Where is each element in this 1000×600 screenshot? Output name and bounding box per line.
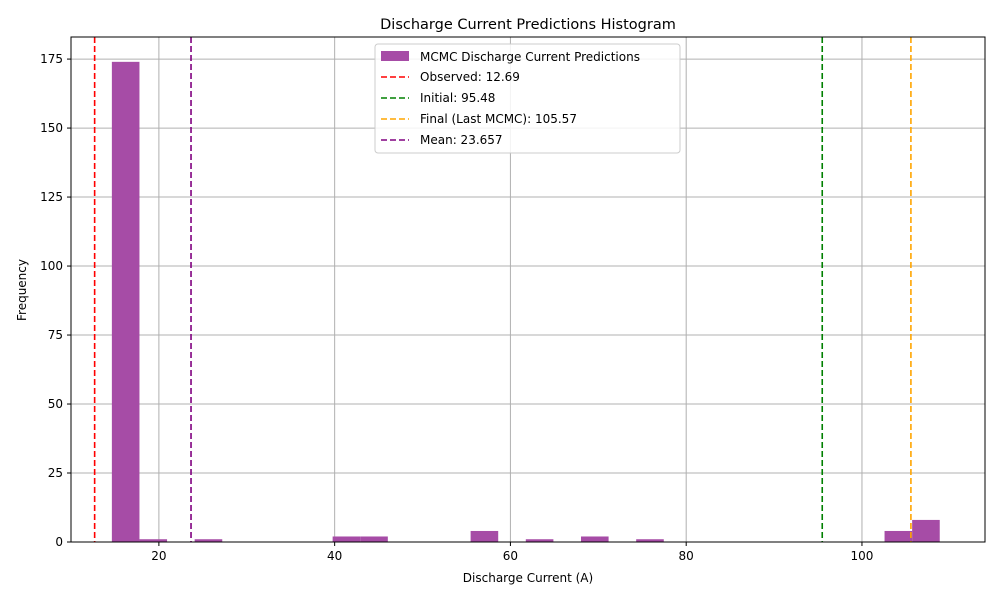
histogram-bar [912,519,940,542]
legend-entry-label: Mean: 23.657 [420,133,503,147]
y-tick-label: 150 [40,121,63,135]
histogram-bar [525,539,554,542]
legend-entry-label: Final (Last MCMC): 105.57 [420,112,577,126]
y-tick-label: 175 [40,52,63,66]
legend-box [374,43,681,154]
chart-title: Discharge Current Predictions Histogram [380,17,676,33]
y-tick-label: 125 [40,190,63,204]
y-tick-label: 100 [40,259,63,273]
legend-entry-label: Initial: 95.48 [420,91,495,105]
histogram-bar [139,539,168,542]
y-tick-label: 75 [48,328,63,342]
x-tick-label: 80 [679,549,694,563]
x-tick-label: 60 [503,549,518,563]
axis-ticks: 20 40 60 80 100 0 25 50 75 100 125 150 175 [40,52,873,563]
histogram-bar [332,536,361,542]
legend-entry-label: Observed: 12.69 [420,70,520,84]
x-tick-label: 20 [151,549,166,563]
x-axis-label: Discharge Current (A) [463,571,593,585]
histogram-bar [194,539,223,542]
histogram-bar [360,536,388,542]
histogram-bar [580,536,609,542]
reference-lines [93,37,912,542]
histogram-bars [111,61,940,543]
y-tick-label: 0 [55,535,63,549]
x-tick-label: 40 [327,549,342,563]
y-tick-label: 25 [48,466,63,480]
histogram-bar [884,530,913,542]
histogram-bar [636,539,664,542]
plot-area-frame [70,36,986,543]
y-axis-label: Frequency [15,259,29,321]
legend: MCMC Discharge Current Predictions Obser… [374,43,681,154]
histogram-bar [111,61,140,543]
x-tick-label: 100 [851,549,874,563]
legend-bar-swatch [381,51,409,61]
histogram-bar [470,530,499,542]
legend-entry-label: MCMC Discharge Current Predictions [420,50,640,64]
y-tick-label: 50 [48,397,63,411]
